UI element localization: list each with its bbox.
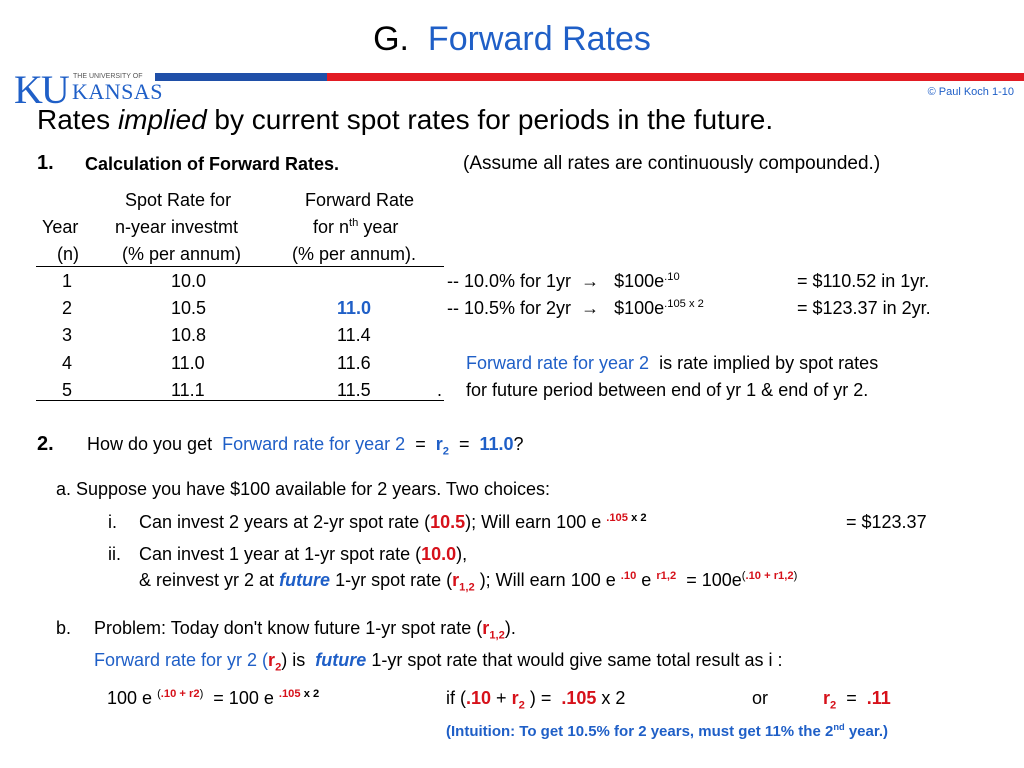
part-a-i-label: i. — [108, 512, 117, 532]
header-spot-1: Spot Rate for — [125, 190, 232, 210]
row-3-fwd: 11.4 — [337, 325, 371, 345]
copyright: © Paul Koch 1-10 — [927, 86, 1014, 98]
explain-1: Forward rate for year 2 is rate implied … — [466, 353, 879, 373]
section-1-heading: Calculation of Forward Rates. — [85, 154, 340, 174]
part-b-text: Problem: Today don't know future 1-yr sp… — [94, 618, 516, 642]
logo-small-text: THE UNIVERSITY OF — [73, 73, 143, 80]
part-a-intro: a. Suppose you have $100 available for 2… — [56, 479, 550, 499]
part-a-i: Can invest 2 years at 2-yr spot rate (10… — [139, 512, 647, 532]
slide-title: G. Forward Rates — [0, 20, 1024, 59]
subtitle-post: by current spot rates for periods in the… — [214, 104, 774, 135]
calc-1-result: = $110.52 in 1yr. — [797, 271, 930, 291]
part-b-label: b. — [56, 618, 72, 638]
part-a-i-result: = $123.37 — [846, 512, 927, 532]
header-bar-blue — [155, 73, 327, 81]
calc-1: -- 10.0% for 1yr → $100e.10 — [447, 271, 680, 291]
header-fwd-3: (% per annum). — [292, 244, 417, 264]
header-year-1: Year — [42, 217, 79, 237]
section-1-number: 1. — [37, 152, 54, 174]
explain-2: for future period between end of yr 1 & … — [466, 380, 869, 400]
row-4-fwd: 11.6 — [337, 353, 371, 373]
header-year-2: (n) — [57, 244, 79, 264]
footer-rule — [36, 400, 444, 401]
title-prefix: G. — [373, 20, 410, 58]
subtitle-italic: implied — [117, 104, 207, 135]
row-5-period: . — [437, 380, 443, 400]
part-a-ii-label: ii. — [108, 544, 121, 564]
header-bar-red — [327, 73, 1024, 81]
equation-final: r2 = .11 — [823, 688, 891, 712]
ku-logo: KU — [14, 67, 70, 112]
equation-if: if (.10 + r2 ) = .105 x 2 — [446, 688, 626, 712]
title-main: Forward Rates — [427, 20, 651, 58]
row-2-spot: 10.5 — [171, 298, 207, 318]
equation-lhs: 100 e (.10 + r2) = 100 e .105 x 2 — [107, 688, 320, 708]
row-2-year: 2 — [62, 298, 73, 318]
row-5-year: 5 — [62, 380, 73, 400]
row-1-spot: 10.0 — [171, 271, 207, 291]
row-3-year: 3 — [62, 325, 73, 345]
header-fwd-1: Forward Rate — [305, 190, 415, 210]
row-5-fwd: 11.5 — [337, 380, 371, 400]
section-2-question: How do you get Forward rate for year 2 =… — [87, 434, 524, 458]
row-2-fwd: 11.0 — [337, 298, 372, 318]
part-a-ii: Can invest 1 year at 1-yr spot rate (10.… — [139, 544, 468, 564]
header-fwd-2: for nth year — [313, 217, 399, 237]
calc-2: -- 10.5% for 2yr → $100e.105 x 2 — [447, 298, 704, 318]
header-spot-2: n-year investmt — [115, 217, 239, 237]
row-4-year: 4 — [62, 353, 73, 373]
intuition-note: (Intuition: To get 10.5% for 2 years, mu… — [446, 722, 889, 740]
part-b-line2: Forward rate for yr 2 (r2) is future 1-y… — [94, 650, 783, 674]
header-spot-3: (% per annum) — [122, 244, 242, 264]
equation-or: or — [752, 688, 769, 708]
subtitle-pre: Rates — [37, 104, 111, 135]
row-5-spot: 11.1 — [171, 380, 205, 400]
calc-2-result: = $123.37 in 2yr. — [797, 298, 931, 318]
row-1-year: 1 — [62, 271, 73, 291]
section-1-note: (Assume all rates are continuously compo… — [463, 153, 881, 174]
row-3-spot: 10.8 — [171, 325, 207, 345]
section-2-number: 2. — [37, 433, 54, 455]
header-rule — [36, 266, 444, 267]
subtitle: Rates implied by current spot rates for … — [37, 104, 773, 136]
logo-name: KANSAS — [72, 79, 164, 104]
row-4-spot: 11.0 — [171, 353, 205, 373]
part-a-ii-line2: & reinvest yr 2 at future 1-yr spot rate… — [139, 570, 798, 594]
